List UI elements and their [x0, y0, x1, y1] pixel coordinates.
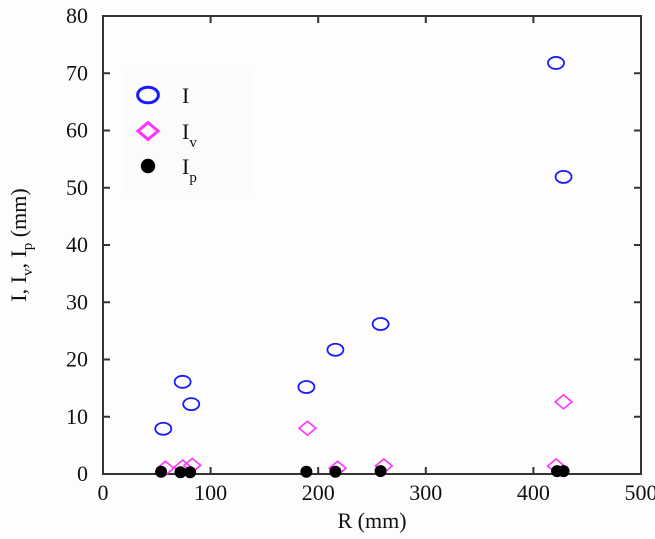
diamond-marker [135, 120, 161, 142]
circle-marker [326, 342, 345, 357]
plot-frame [102, 15, 642, 475]
x-tick-label: 200 [302, 480, 335, 505]
filled-marker [155, 465, 168, 478]
filled-marker [140, 158, 156, 174]
filled-marker [329, 465, 342, 478]
x-tick-label: 400 [517, 480, 550, 505]
y-tick-label: 0 [77, 461, 88, 486]
filled-marker [374, 465, 387, 478]
data-points [154, 56, 574, 479]
filled-marker [300, 465, 313, 478]
circle-marker [554, 169, 573, 184]
circle-marker [297, 380, 316, 394]
circle-marker [136, 85, 160, 105]
diamond-marker [553, 393, 574, 410]
filled-marker [184, 466, 197, 479]
circle-marker [182, 397, 201, 412]
legend-label: I [182, 83, 189, 108]
x-axis-label: R (mm) [337, 508, 406, 533]
y-tick-label: 80 [66, 3, 88, 28]
x-tick-label: 500 [625, 480, 655, 505]
x-tick-label: 100 [194, 480, 227, 505]
y-tick-label: 30 [66, 289, 88, 314]
y-axis-label: I, Iv, Ip (mm) [6, 188, 36, 301]
circle-marker [173, 374, 192, 389]
filled-marker [174, 466, 187, 479]
y-tick-label: 40 [66, 232, 88, 257]
axis-tick-labels: 0 100 200 300 400 500 0 10 20 30 40 50 60 70 80 [66, 3, 655, 505]
x-tick-label: 0 [98, 480, 109, 505]
filled-marker [557, 465, 570, 478]
legend-box [125, 70, 253, 198]
y-tick-label: 50 [66, 175, 88, 200]
y-tick-label: 10 [66, 404, 88, 429]
circle-marker [371, 317, 390, 331]
y-tick-label: 20 [66, 347, 88, 372]
x-tick-label: 300 [409, 480, 442, 505]
circle-marker [154, 421, 173, 436]
y-tick-label: 60 [66, 118, 88, 143]
y-tick-label: 70 [66, 60, 88, 85]
diamond-marker [297, 420, 318, 437]
circle-marker [547, 56, 565, 70]
